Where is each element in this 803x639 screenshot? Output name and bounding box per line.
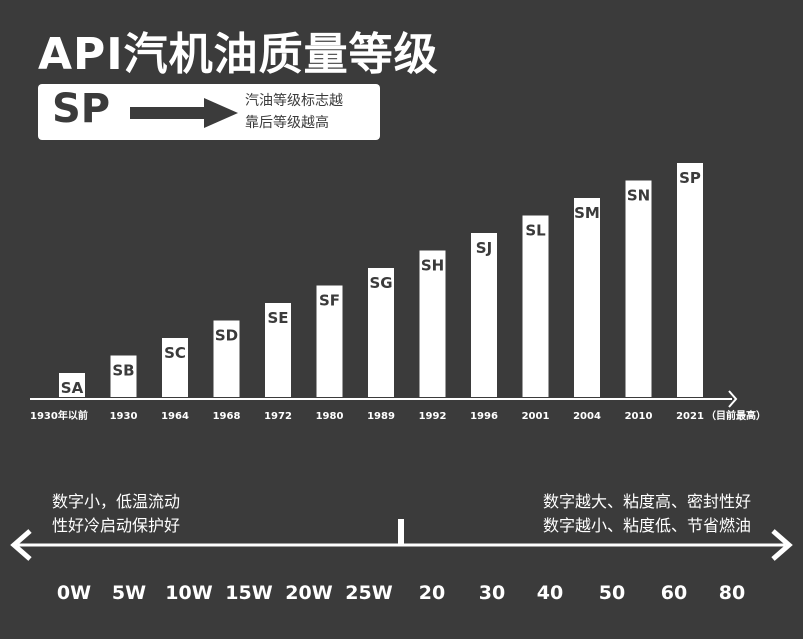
x-tick-label: 1964 [161, 411, 189, 422]
chart-bar [59, 373, 85, 397]
summer-grade-label: 60 [661, 582, 687, 604]
viscosity-scale: 0W 5W 10W 15W 20W 25W 20 30 40 50 60 80 [10, 519, 793, 604]
sp-badge: SP 汽油等级标志越 靠后等级越高 [38, 84, 380, 140]
winter-grade-label: 20W [285, 582, 332, 604]
bar-label: SP [679, 169, 701, 187]
bar-label: SB [112, 362, 134, 380]
bar-label: SC [164, 344, 186, 362]
chevron-left-icon [10, 529, 32, 561]
api-grade-bar-chart: SA 1930年以前 SB 1930 SC 1964 SD 1968 SE 1972 SF 1980 S… [30, 163, 766, 422]
x-tick-label: 2001 [522, 411, 550, 422]
chart-bar [677, 163, 703, 397]
arrow-right-icon [130, 98, 238, 128]
x-tick-label: 1992 [419, 411, 447, 422]
bar-label: SA [61, 379, 84, 397]
x-tick-label: 2010 [625, 411, 653, 422]
winter-grade-label: 10W [165, 582, 212, 604]
bar-label: SJ [476, 239, 492, 257]
chart-bar [522, 215, 549, 397]
axis-end-note: （目前最高） [706, 409, 766, 422]
bar-label: SG [369, 274, 392, 292]
note-line: 数字越大、粘度高、密封性好 [542, 492, 751, 511]
page-title: API汽机油质量等级 [38, 29, 439, 80]
chart-bar [110, 355, 137, 397]
x-tick-label: 1972 [264, 411, 292, 422]
chart-bar [316, 285, 343, 397]
sp-badge-note: 汽油等级标志越 靠后等级越高 [245, 90, 377, 134]
x-tick-label: 1968 [213, 411, 241, 422]
chart-bar [471, 233, 497, 397]
chevron-right-icon [771, 529, 793, 561]
winter-grade-label: 15W [225, 582, 272, 604]
winter-grade-label: 25W [345, 582, 392, 604]
bar-label: SH [421, 257, 444, 275]
bar-label: SL [525, 222, 546, 240]
high-viscosity-note: 数字越大、粘度高、密封性好 数字越小、粘度低、节省燃油 [543, 490, 751, 538]
summer-grade-label: 30 [479, 582, 505, 604]
chart-bar [574, 198, 600, 397]
sp-badge-note-line: 靠后等级越高 [245, 115, 329, 131]
winter-grade-label: 5W [112, 582, 146, 604]
axis-arrow-icon [728, 390, 738, 408]
summer-grade-label: 80 [719, 582, 745, 604]
bar-label: SE [267, 309, 288, 327]
summer-grade-label: 50 [599, 582, 625, 604]
chart-bar [162, 338, 188, 397]
note-line: 性好冷启动保护好 [52, 516, 181, 535]
chart-bar [265, 303, 291, 397]
chart-bar [368, 268, 394, 397]
x-tick-label: 1996 [470, 411, 498, 422]
chart-bar [625, 180, 652, 397]
sp-badge-label: SP [52, 86, 111, 132]
low-viscosity-note: 数字小，低温流动 性好冷启动保护好 [52, 490, 180, 538]
x-tick-label: 1989 [367, 411, 395, 422]
bar-label: SN [627, 187, 650, 205]
x-tick-label: 1980 [316, 411, 344, 422]
x-tick-label: 2021 [676, 411, 704, 422]
note-line: 数字小，低温流动 [52, 492, 181, 511]
bar-label: SF [319, 292, 340, 310]
chart-bar [213, 320, 240, 397]
x-tick-label: 1930 [110, 411, 138, 422]
bar-label: SM [574, 204, 600, 222]
scale-divider [398, 519, 404, 545]
sp-badge-note-line: 汽油等级标志越 [245, 93, 343, 109]
summer-grade-label: 20 [419, 582, 445, 604]
summer-grade-label: 40 [537, 582, 563, 604]
bar-label: SD [215, 327, 238, 345]
x-tick-label: 1930年以前 [30, 409, 88, 422]
chart-bar [419, 250, 446, 397]
x-tick-label: 2004 [573, 411, 601, 422]
note-line: 数字越小、粘度低、节省燃油 [542, 516, 751, 535]
winter-grade-label: 0W [57, 582, 91, 604]
